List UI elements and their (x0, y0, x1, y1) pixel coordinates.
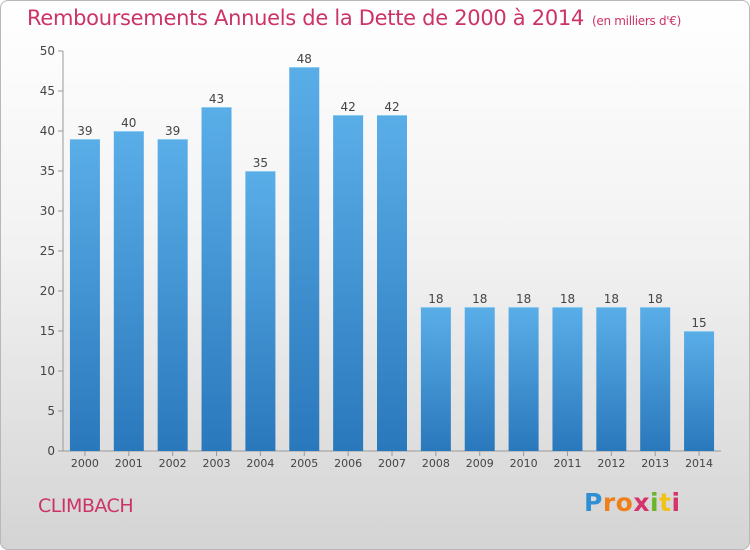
bar-value-label: 18 (648, 292, 663, 306)
bar-2006: 42 (333, 100, 364, 451)
bar-value-label: 15 (691, 316, 706, 330)
x-tick-label: 2013 (641, 457, 669, 470)
bar-rect (684, 331, 715, 451)
bar-2005: 48 (289, 52, 320, 451)
bar-value-label: 48 (297, 52, 312, 66)
bar-2013: 18 (640, 292, 671, 451)
bars: 39 40 39 43 35 48 42 42 18 18 18 18 18 18 15 (69, 52, 715, 451)
x-tick-label: 2007 (378, 457, 406, 470)
y-tick-label: 50 (40, 44, 55, 58)
bar-value-label: 18 (472, 292, 487, 306)
bar-2002: 39 (157, 124, 188, 451)
bar-rect (552, 307, 583, 451)
bar-value-label: 42 (384, 100, 399, 114)
proxiti-logo: Proxiti (584, 488, 681, 517)
x-axis: 2000 2001 2002 2003 2004 2005 2006 2007 2008 2009… (63, 450, 721, 470)
y-tick-label: 10 (40, 364, 55, 378)
bar-rect (69, 139, 100, 451)
bar-2012: 18 (596, 292, 627, 451)
y-tick-label: 25 (40, 244, 55, 258)
bar-value-label: 18 (560, 292, 575, 306)
logo-letter: x (633, 488, 650, 517)
bar-value-label: 39 (165, 124, 180, 138)
bar-rect (377, 115, 407, 451)
logo-letter: i (650, 488, 660, 517)
y-tick-label: 45 (40, 84, 55, 98)
bar-value-label: 43 (209, 92, 224, 106)
x-tick-label: 2010 (510, 457, 538, 470)
x-tick-label: 2000 (71, 457, 99, 470)
city-name: CLIMBACH (38, 495, 134, 517)
logo-letter: P (584, 488, 603, 517)
logo-letter: t (659, 488, 672, 517)
y-tick-label: 5 (47, 404, 55, 418)
logo-letter: o (615, 488, 634, 517)
bar-value-label: 42 (340, 100, 355, 114)
x-tick-label: 2001 (115, 457, 143, 470)
bar-2009: 18 (464, 292, 495, 451)
bar-value-label: 35 (253, 156, 268, 170)
bar-rect (596, 307, 627, 451)
y-axis: 0 5 10 15 20 25 30 35 40 45 50 (40, 44, 64, 458)
bar-rect (157, 139, 188, 451)
logo-letter: r (602, 488, 616, 517)
bar-2007: 42 (377, 100, 407, 451)
x-tick-label: 2005 (290, 457, 318, 470)
x-tick-label: 2008 (422, 457, 450, 470)
y-tick-label: 40 (40, 124, 55, 138)
bar-rect (508, 307, 539, 451)
y-tick-label: 15 (40, 324, 55, 338)
chart-title: Remboursements Annuels de la Dette de 20… (27, 6, 681, 30)
bar-rect (464, 307, 495, 451)
bar-rect (640, 307, 671, 451)
bar-2001: 40 (113, 116, 144, 451)
x-tick-label: 2011 (553, 457, 581, 470)
bar-rect (289, 67, 320, 451)
bar-2000: 39 (69, 124, 100, 451)
bar-2004: 35 (245, 156, 276, 451)
bar-2008: 18 (420, 292, 451, 451)
bar-2011: 18 (552, 292, 583, 451)
bar-2014: 15 (684, 316, 715, 451)
bar-value-label: 40 (121, 116, 136, 130)
bar-rect (245, 171, 276, 451)
y-tick-label: 20 (40, 284, 55, 298)
bar-2010: 18 (508, 292, 539, 451)
bar-value-label: 18 (428, 292, 443, 306)
y-tick-label: 35 (40, 164, 55, 178)
x-tick-label: 2014 (685, 457, 713, 470)
x-tick-label: 2002 (159, 457, 187, 470)
bar-value-label: 18 (604, 292, 619, 306)
chart-unit-label: (en milliers d'€) (592, 14, 682, 28)
bar-2003: 43 (201, 92, 232, 451)
y-tick-label: 0 (47, 444, 55, 458)
x-tick-label: 2012 (597, 457, 625, 470)
logo-letter: i (671, 488, 681, 517)
chart-title-text: Remboursements Annuels de la Dette de 20… (27, 6, 584, 30)
y-tick-label: 30 (40, 204, 55, 218)
bar-rect (201, 107, 232, 451)
x-tick-label: 2009 (466, 457, 494, 470)
x-tick-label: 2003 (203, 457, 231, 470)
bar-rect (420, 307, 451, 451)
x-tick-label: 2004 (246, 457, 274, 470)
bar-value-label: 39 (77, 124, 92, 138)
x-tick-label: 2006 (334, 457, 362, 470)
bar-rect (333, 115, 364, 451)
bar-rect (113, 131, 144, 451)
bar-value-label: 18 (516, 292, 531, 306)
